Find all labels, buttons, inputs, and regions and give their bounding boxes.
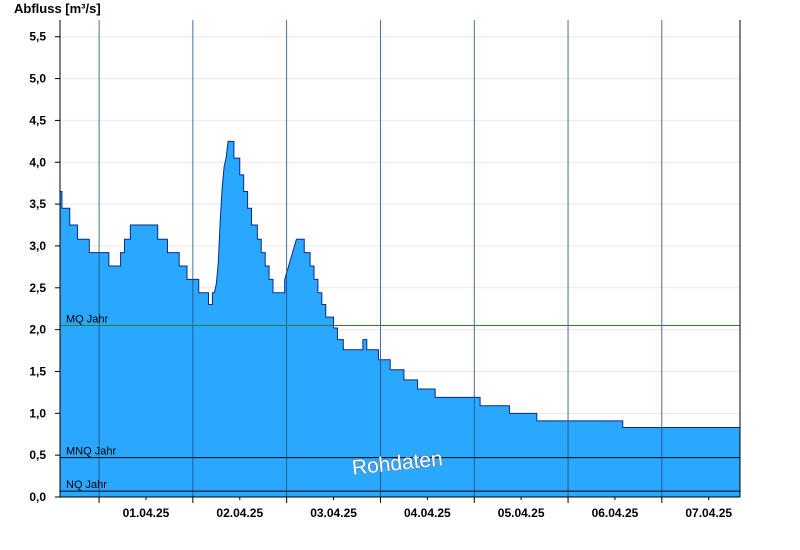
y-tick-label-1: 0,5 <box>29 448 46 462</box>
y-tick-label-2: 1,0 <box>29 406 46 420</box>
y-tick-label-5: 2,5 <box>29 281 46 295</box>
y-tick-label-10: 5,0 <box>29 72 46 86</box>
y-axis-title: Abfluss [m³/s] <box>14 1 101 16</box>
y-tick-label-11: 5,5 <box>29 30 46 44</box>
x-ticks: 01.04.25 02.04.25 03.04.25 04.04.25 05.04.25… <box>123 497 732 520</box>
y-tick-label-0: 0,0 <box>29 490 46 504</box>
series-fill-0 <box>60 141 740 497</box>
x-tick-label-4: 05.04.25 <box>498 506 545 520</box>
x-tick-label-6: 07.04.25 <box>685 506 732 520</box>
y-tick-label-3: 1,5 <box>29 364 46 378</box>
axes <box>59 20 741 498</box>
y-tick-label-8: 4,0 <box>29 155 46 169</box>
y-tick-label-7: 3,5 <box>29 197 46 211</box>
ref-label-1: MNQ Jahr <box>66 446 116 458</box>
ref-label-2: NQ Jahr <box>66 479 107 491</box>
x-tick-label-2: 03.04.25 <box>310 506 357 520</box>
y-tick-label-6: 3,0 <box>29 239 46 253</box>
day-separator-lines <box>98 20 663 503</box>
x-tick-label-1: 02.04.25 <box>216 506 263 520</box>
y-tick-label-4: 2,0 <box>29 323 46 337</box>
ref-label-0: MQ Jahr <box>66 313 109 325</box>
series-line-0 <box>60 140 740 429</box>
y-ticks: 0,0 0,5 1,0 1,5 2,0 2,5 3,0 3,5 4,0 4,5 5,0 5,5 <box>29 30 60 504</box>
x-tick-label-5: 06.04.25 <box>592 506 639 520</box>
series-area <box>60 140 740 497</box>
x-tick-label-3: 04.04.25 <box>404 506 451 520</box>
y-tick-label-9: 4,5 <box>29 113 46 127</box>
x-tick-label-0: 01.04.25 <box>123 506 170 520</box>
reference-lines: MQ Jahr MNQ Jahr NQ Jahr <box>60 313 740 492</box>
